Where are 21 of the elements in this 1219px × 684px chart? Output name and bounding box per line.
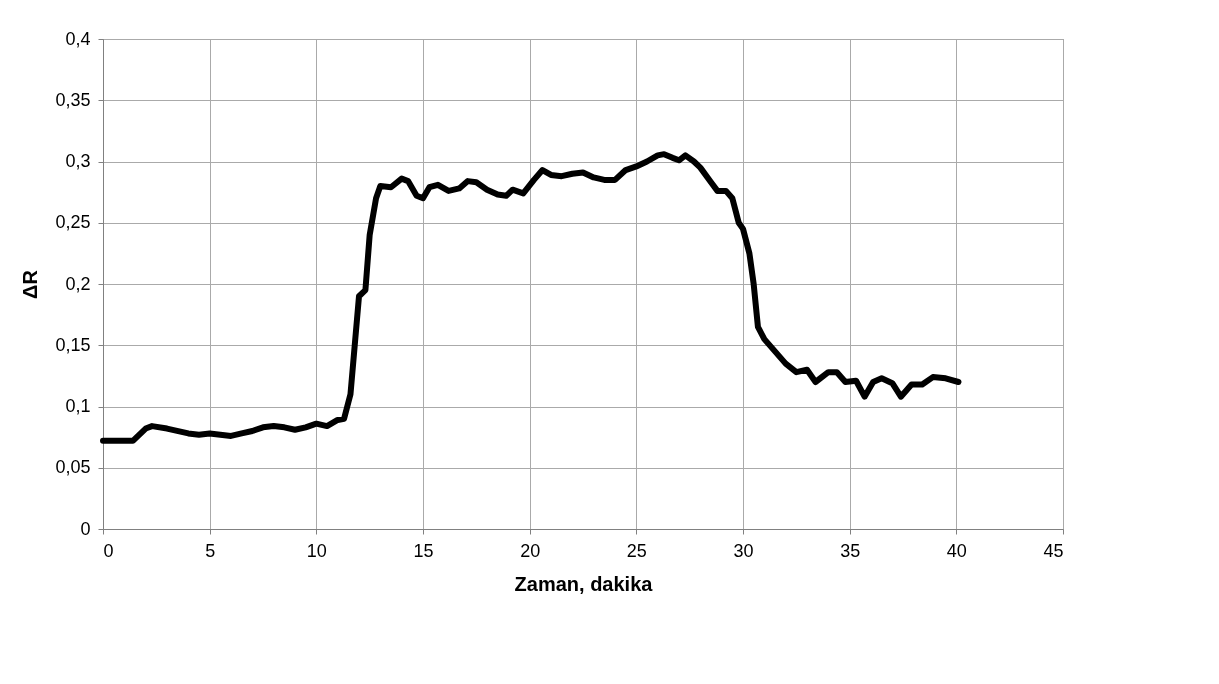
x-tick-label: 35 <box>840 540 861 561</box>
y-tick-label: 0,3 <box>65 151 91 171</box>
x-axis-title: Zaman, dakika <box>514 572 654 595</box>
x-tick-label: 40 <box>946 540 967 561</box>
x-tick-label: 25 <box>626 540 647 561</box>
y-tick-label: 0,2 <box>65 273 91 294</box>
x-tick-label: 30 <box>733 540 754 561</box>
y-tick-label: 0,4 <box>65 28 91 49</box>
x-tick-label: 5 <box>205 540 216 561</box>
y-tick-label: 0,05 <box>55 457 91 478</box>
x-tick-label: 45 <box>1043 540 1064 561</box>
y-tick-label: 0 <box>80 518 91 539</box>
y-tick-label: 0,1 <box>65 396 91 416</box>
x-tick-label: 10 <box>306 540 327 561</box>
y-tick-label: 0,15 <box>55 334 91 355</box>
y-tick-label: 0,25 <box>55 212 91 233</box>
x-tick-label: 20 <box>520 540 541 561</box>
y-axis-title: ΔR <box>19 269 42 299</box>
x-tick-label: 15 <box>413 540 434 561</box>
y-tick-label: 0,35 <box>55 89 91 110</box>
x-tick-label: 0 <box>103 540 114 561</box>
